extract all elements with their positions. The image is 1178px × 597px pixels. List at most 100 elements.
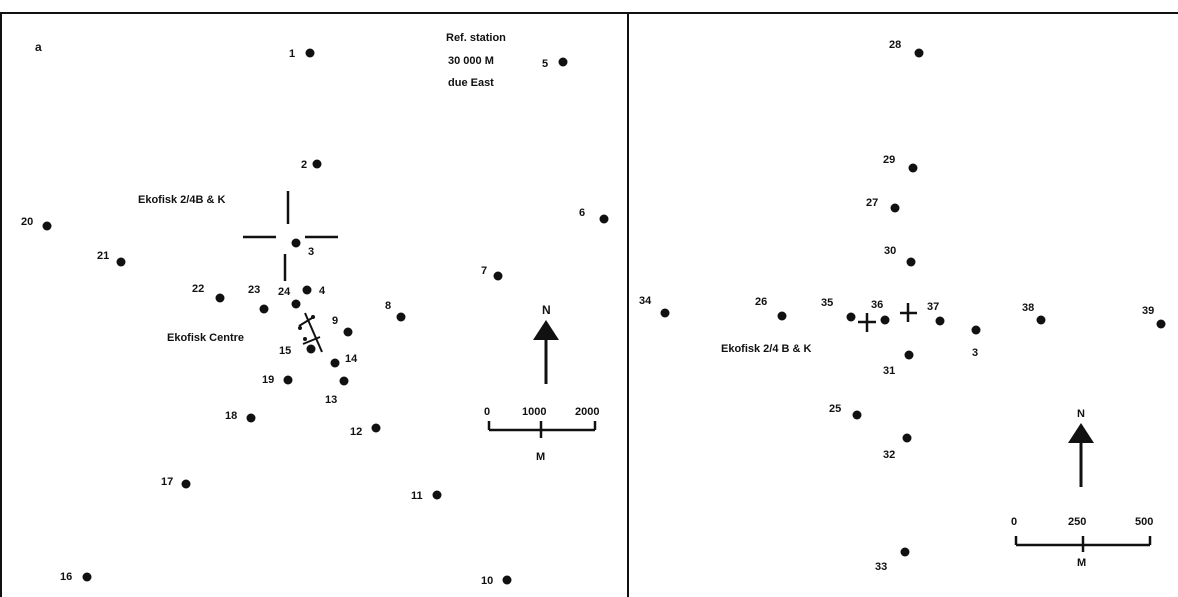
reference-station-line-1: Ref. station	[446, 32, 506, 44]
panel-a-station-14-marker	[330, 358, 340, 368]
panel-a-station-18-marker	[246, 413, 256, 423]
panel-b-station-38-label: 38	[1022, 302, 1034, 314]
panel-a-station-13-marker	[339, 376, 349, 386]
panel-b-station-32-marker	[902, 433, 912, 443]
panel-a-station-19-marker	[283, 375, 293, 385]
panel-b-station-36-marker	[880, 315, 890, 325]
platform-label: Ekofisk 2/4B & K	[138, 194, 225, 206]
panel-b-station-33-marker	[900, 547, 910, 557]
panel-a-station-16-marker	[82, 572, 92, 582]
north-label-b: N	[1077, 408, 1085, 420]
panel-a-station-23-marker	[259, 304, 269, 314]
centre-label: Ekofisk Centre	[167, 332, 244, 344]
panel-a-station-10-marker	[502, 575, 512, 585]
panel-a-station-19-label: 19	[262, 374, 274, 386]
panel-a-station-24-marker	[291, 299, 301, 309]
panel-a-station-22-label: 22	[192, 283, 204, 295]
panel-a-station-6-label: 6	[579, 207, 585, 219]
panel-a-station-7-marker	[493, 271, 503, 281]
panel-a-station-15-marker	[306, 344, 316, 354]
panel-a-station-2-marker	[312, 159, 322, 169]
panel-b-station-29-marker	[908, 163, 918, 173]
panel-a-station-22-marker	[215, 293, 225, 303]
panel-a-station-20-marker	[42, 221, 52, 231]
panel-a-station-1-label: 1	[289, 48, 295, 60]
scale-tick-a-1: 1000	[522, 406, 546, 418]
platform-cross-marker	[243, 191, 338, 281]
panel-b-station-33-label: 33	[875, 561, 887, 573]
panel-a: a Ref. station 30 000 M due East Ekofisk…	[21, 32, 609, 587]
scale-tick-b-1: 250	[1068, 516, 1086, 528]
panel-b-station-26-label: 26	[755, 296, 767, 308]
panel-b-station-34-label: 34	[639, 295, 652, 307]
panel-a-letter: a	[35, 40, 42, 54]
panel-a-station-12-label: 12	[350, 426, 362, 438]
panel-a-station-24-label: 24	[278, 286, 291, 298]
reference-station-line-2: 30 000 M	[448, 55, 494, 67]
panel-b-station-25-marker	[852, 410, 862, 420]
panel-b-station-35-marker	[846, 312, 856, 322]
scale-unit-b: M	[1077, 557, 1086, 569]
panel-a-station-13-label: 13	[325, 394, 337, 406]
scale-tick-a-2: 2000	[575, 406, 599, 418]
reference-station-note: Ref. station 30 000 M due East	[446, 32, 506, 89]
panel-a-station-16-label: 16	[60, 571, 72, 583]
panel-a-station-17-label: 17	[161, 476, 173, 488]
panel-a-station-2-label: 2	[301, 159, 307, 171]
panel-b-station-26-marker	[777, 311, 787, 321]
panel-a-station-9-marker	[343, 327, 353, 337]
scale-tick-b-0: 0	[1011, 516, 1017, 528]
panel-b-station-28-label: 28	[889, 39, 901, 51]
panel-a-station-17-marker	[181, 479, 191, 489]
panel-b-station-31-marker	[904, 350, 914, 360]
north-arrow-a: N	[533, 303, 559, 384]
platform-label-b: Ekofisk 2/4 B & K	[721, 343, 812, 355]
panel-a-station-11-label: 11	[411, 490, 423, 502]
panel-b-station-37-marker	[935, 316, 945, 326]
panel-a-station-11-marker	[432, 490, 442, 500]
panel-a-station-23-label: 23	[248, 284, 260, 296]
panel-b-station-28-marker	[914, 48, 924, 58]
panel-a-station-18-label: 18	[225, 410, 237, 422]
panel-a-station-9-label: 9	[332, 315, 338, 327]
panel-a-station-14-label: 14	[345, 353, 358, 365]
panel-a-station-5-label: 5	[542, 58, 548, 70]
panel-a-station-8-marker	[396, 312, 406, 322]
panel-b-station-38-marker	[1036, 315, 1046, 325]
panel-a-station-21-marker	[116, 257, 126, 267]
panel-a-station-20-label: 20	[21, 216, 33, 228]
panel-b-station-27-marker	[890, 203, 900, 213]
panel-b-station-30-marker	[906, 257, 916, 267]
panel-b-station-34-marker	[660, 308, 670, 318]
scale-unit-a: M	[536, 451, 545, 463]
reference-station-line-3: due East	[448, 77, 494, 89]
panel-a-station-4-marker	[302, 285, 312, 295]
panel-b-station-36-label: 36	[871, 299, 883, 311]
panel-a-station-7-label: 7	[481, 265, 487, 277]
panel-b-station-31-label: 31	[883, 365, 895, 377]
stations-panel-b: 3 25 26 27 28 29 30 31 32 33 34 35 36 37 38 39	[639, 39, 1166, 573]
panel-a-station-4-label: 4	[319, 285, 326, 297]
panel-b-station-35-label: 35	[821, 297, 833, 309]
panel-b-station-30-label: 30	[884, 245, 896, 257]
panel-b-station-25-label: 25	[829, 403, 841, 415]
panel-a-station-5-marker	[558, 57, 568, 67]
panel-b-station-39-marker	[1156, 319, 1166, 329]
panel-a-station-12-marker	[371, 423, 381, 433]
panel-b-station-29-label: 29	[883, 154, 895, 166]
panel-a-station-8-label: 8	[385, 300, 391, 312]
panel-b-station-3-marker	[971, 325, 981, 335]
panel-b-station-32-label: 32	[883, 449, 895, 461]
ekofisk-centre-structures	[298, 312, 323, 353]
scale-bar-b: 0 250 500 M	[1011, 516, 1153, 569]
panel-a-station-15-label: 15	[279, 345, 291, 357]
north-label-a: N	[542, 303, 551, 317]
panel-b-station-39-label: 39	[1142, 305, 1154, 317]
scale-tick-a-0: 0	[484, 406, 490, 418]
platform-markers-b	[858, 303, 917, 332]
scale-bar-a: 0 1000 2000 M	[484, 406, 599, 463]
scale-tick-b-2: 500	[1135, 516, 1153, 528]
